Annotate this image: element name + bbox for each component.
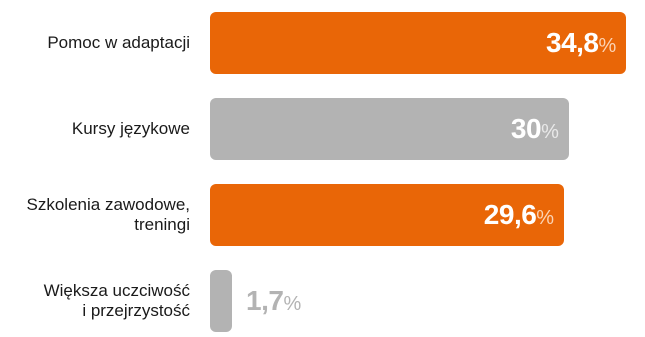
data-label-value: 30 [510, 113, 542, 144]
category-label-line: Pomoc w adaptacji [47, 33, 190, 52]
horizontal-bar-chart: Pomoc w adaptacji 34,8% Kursy językowe 30% S… [0, 12, 627, 332]
category-label-line: Kursy językowe [71, 119, 190, 138]
data-label-value: 1,7 [246, 285, 284, 316]
data-label-value: 29,6 [483, 199, 537, 230]
category-label-line: i przejrzystość [82, 301, 190, 320]
category-label: Kursy językowe [0, 119, 190, 139]
data-label-unit: % [541, 121, 559, 143]
bar [210, 184, 565, 246]
data-label-unit: % [283, 293, 302, 315]
data-label: 1,7% [246, 270, 301, 332]
category-label-line: Większa uczciwość [43, 281, 190, 300]
data-label-unit: % [598, 35, 617, 57]
category-label-line: Szkolenia zawodowe, [26, 195, 190, 214]
data-label-unit: % [536, 207, 555, 229]
category-label-line: treningi [134, 215, 190, 234]
category-label: Szkolenia zawodowe, treningi [0, 195, 190, 235]
bar [210, 270, 232, 332]
bar [210, 12, 627, 74]
data-label: 34,8% [546, 12, 616, 74]
category-label: Większa uczciwość i przejrzystość [0, 281, 190, 321]
data-label: 30% [511, 98, 559, 160]
data-label: 29,6% [484, 184, 554, 246]
bar [210, 98, 569, 160]
data-label-value: 34,8 [546, 27, 599, 58]
category-label: Pomoc w adaptacji [0, 33, 190, 53]
